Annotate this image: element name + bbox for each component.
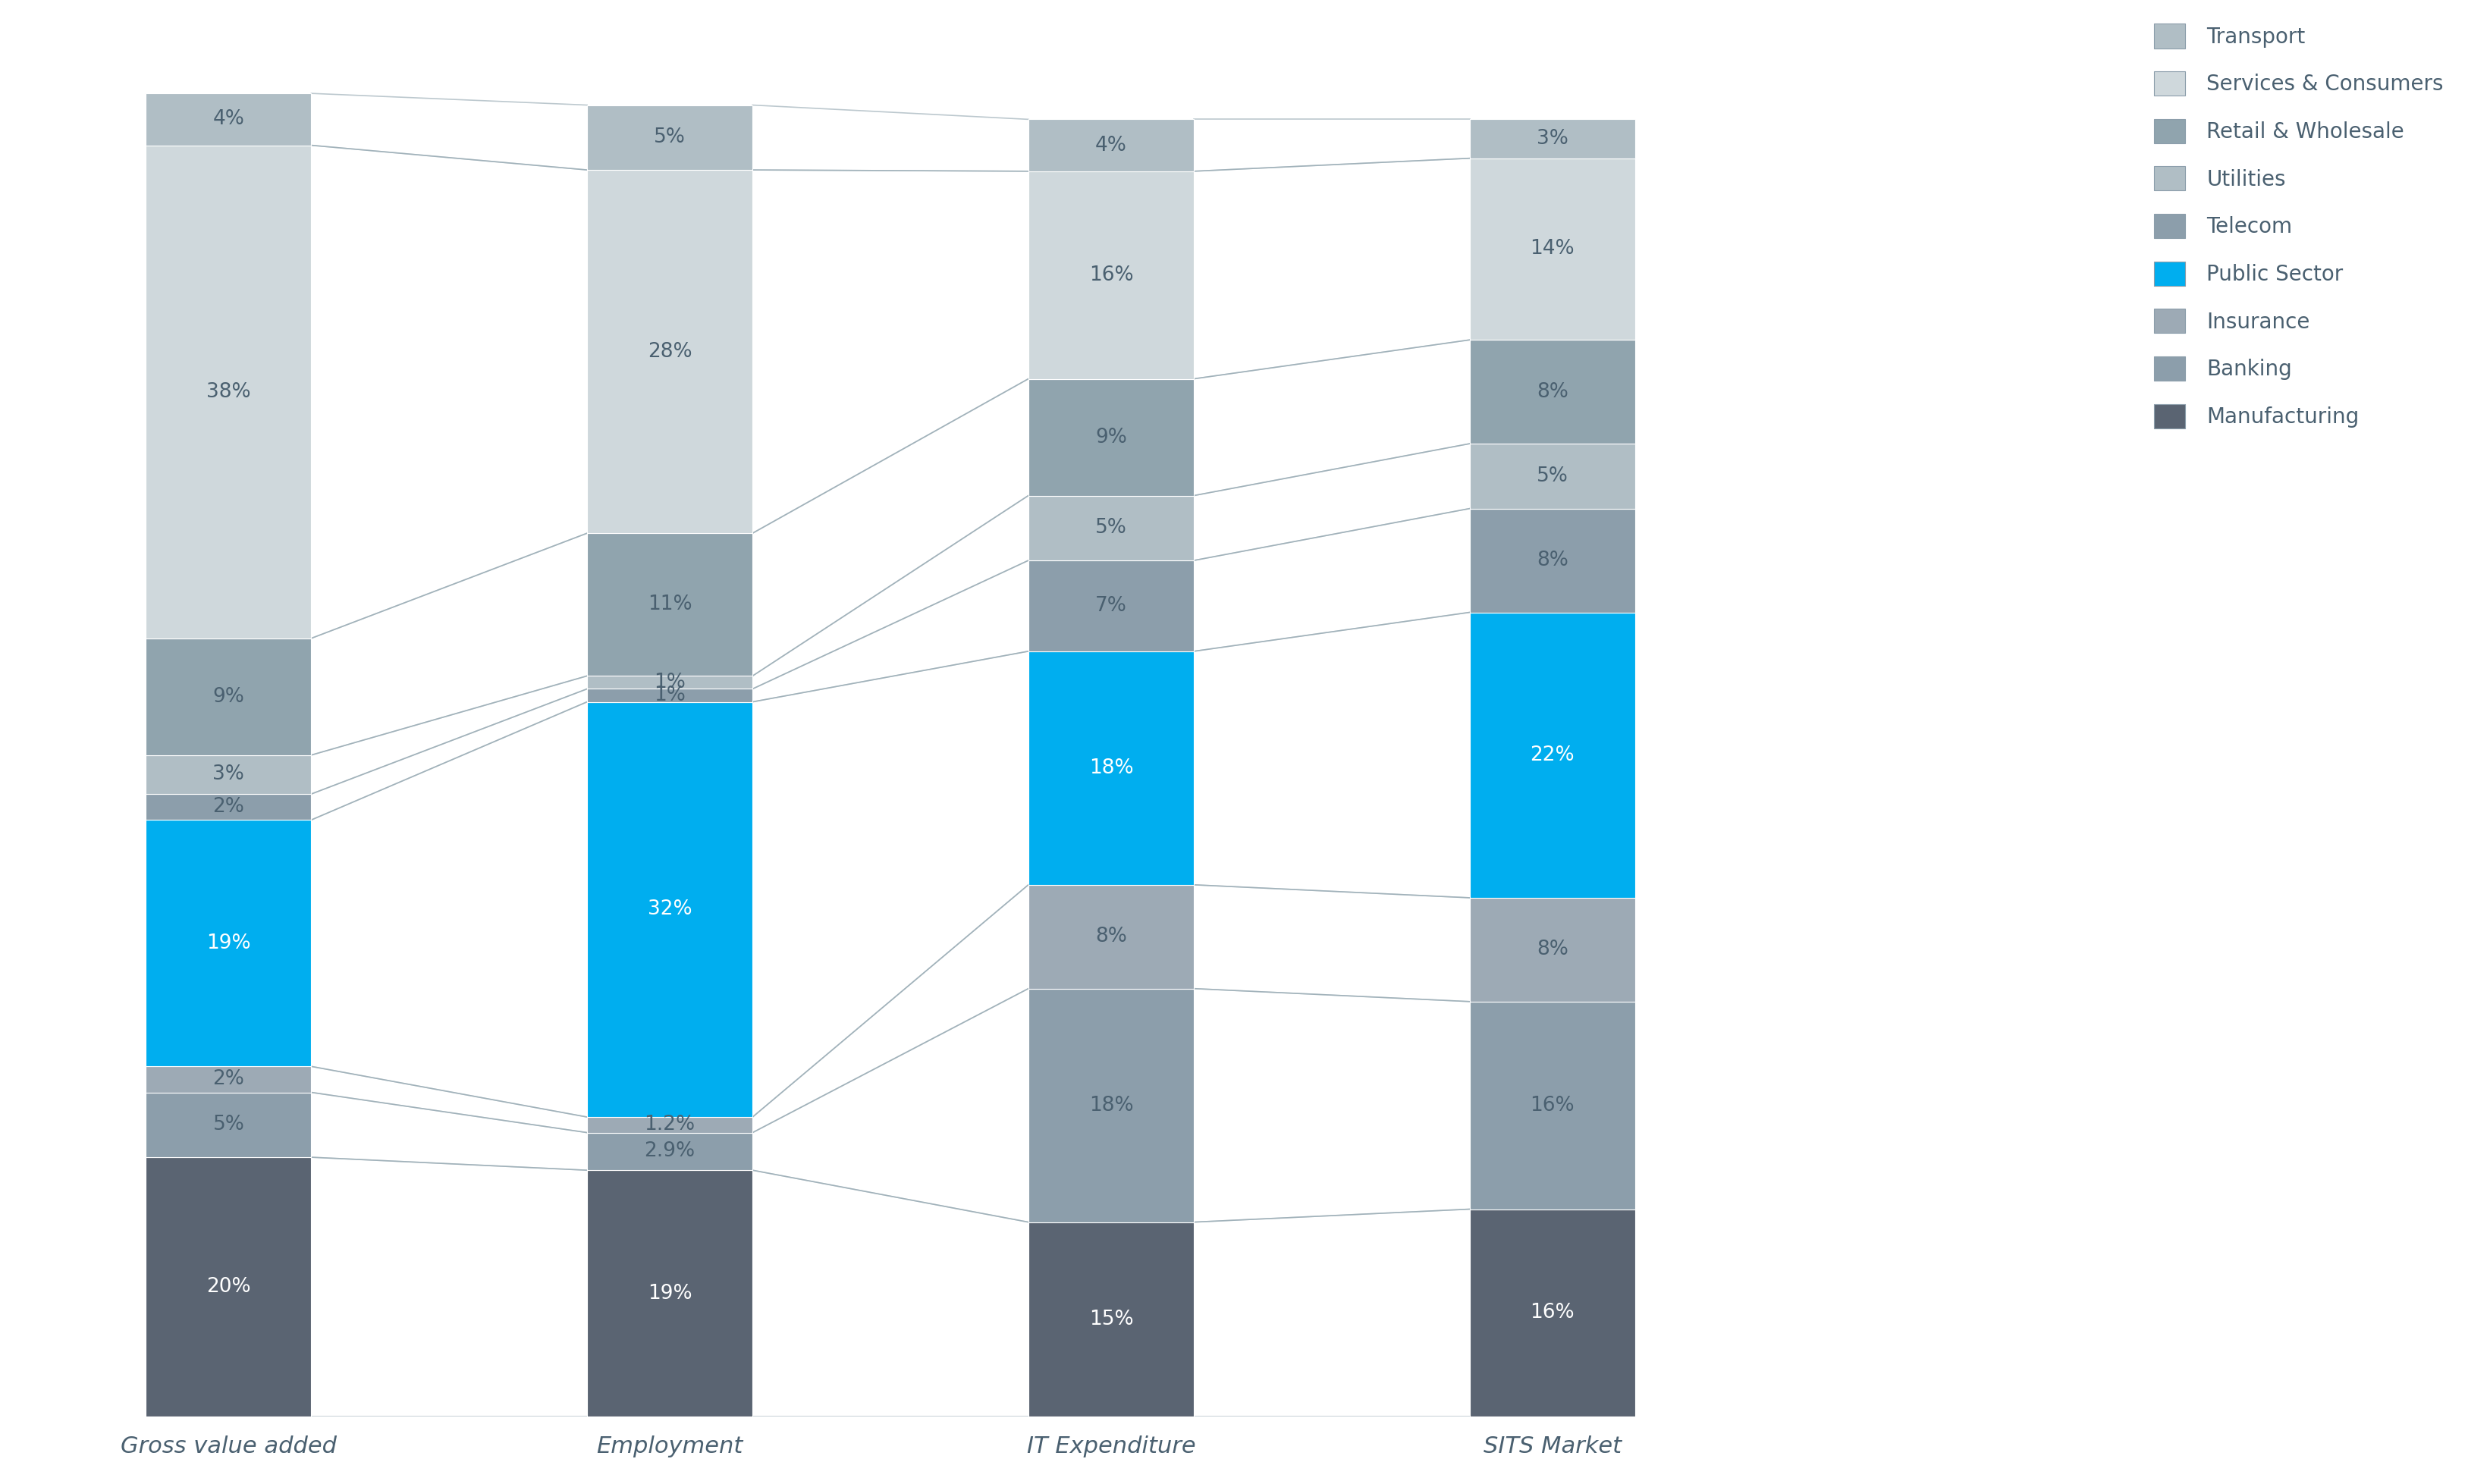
Text: 3%: 3% <box>212 764 244 785</box>
Text: 11%: 11% <box>647 595 691 614</box>
Bar <box>1029 496 1195 561</box>
Text: 32%: 32% <box>647 899 691 919</box>
Bar <box>1029 171 1195 378</box>
Bar <box>146 1092 311 1158</box>
Legend: Transport, Services & Consumers, Retail & Wholesale, Utilities, Telecom, Public : Transport, Services & Consumers, Retail … <box>2155 24 2443 429</box>
Bar <box>1468 444 1636 509</box>
Bar <box>587 1132 753 1171</box>
Bar <box>146 794 311 821</box>
Text: 4%: 4% <box>1096 135 1128 156</box>
Text: 15%: 15% <box>1088 1309 1133 1330</box>
Bar <box>587 533 753 675</box>
Bar <box>1029 378 1195 496</box>
Bar <box>1468 898 1636 1002</box>
Text: 8%: 8% <box>1538 381 1567 402</box>
Text: 18%: 18% <box>1088 1095 1133 1114</box>
Text: 14%: 14% <box>1530 239 1575 258</box>
Bar <box>587 1117 753 1132</box>
Text: 5%: 5% <box>1096 518 1128 537</box>
Bar <box>1468 613 1636 898</box>
Bar <box>1468 1002 1636 1209</box>
Text: 1.2%: 1.2% <box>644 1114 696 1135</box>
Bar <box>146 821 311 1067</box>
Text: 2.9%: 2.9% <box>644 1141 696 1162</box>
Bar <box>1029 561 1195 651</box>
Text: 1%: 1% <box>654 672 686 692</box>
Text: 9%: 9% <box>212 687 244 706</box>
Bar <box>1468 1209 1636 1417</box>
Text: 18%: 18% <box>1088 758 1133 778</box>
Bar <box>146 755 311 794</box>
Bar <box>587 105 753 171</box>
Bar <box>146 638 311 755</box>
Bar <box>1468 119 1636 159</box>
Text: 1%: 1% <box>654 686 686 705</box>
Text: 28%: 28% <box>647 341 691 362</box>
Bar <box>146 145 311 638</box>
Text: 19%: 19% <box>647 1284 691 1303</box>
Bar <box>1468 159 1636 340</box>
Bar <box>1468 340 1636 444</box>
Text: 8%: 8% <box>1538 551 1567 570</box>
Bar <box>1029 988 1195 1223</box>
Bar <box>587 702 753 1117</box>
Bar <box>1029 119 1195 171</box>
Bar <box>1029 1223 1195 1417</box>
Text: 16%: 16% <box>1530 1303 1575 1322</box>
Text: 19%: 19% <box>207 933 252 953</box>
Bar <box>146 93 311 145</box>
Bar <box>587 675 753 689</box>
Text: 2%: 2% <box>212 797 244 816</box>
Text: 16%: 16% <box>1530 1095 1575 1114</box>
Bar <box>1468 509 1636 613</box>
Text: 5%: 5% <box>654 128 686 147</box>
Text: 38%: 38% <box>207 381 252 402</box>
Text: 7%: 7% <box>1096 597 1128 616</box>
Bar <box>587 171 753 533</box>
Bar <box>1029 651 1195 884</box>
Text: 8%: 8% <box>1096 928 1128 947</box>
Bar <box>146 1067 311 1092</box>
Bar <box>587 1171 753 1417</box>
Text: 4%: 4% <box>212 110 244 129</box>
Text: 9%: 9% <box>1096 427 1128 447</box>
Bar <box>587 689 753 702</box>
Text: 8%: 8% <box>1538 939 1567 960</box>
Bar <box>146 1158 311 1417</box>
Text: 20%: 20% <box>207 1278 252 1297</box>
Text: 2%: 2% <box>212 1070 244 1089</box>
Bar <box>1029 884 1195 988</box>
Text: 16%: 16% <box>1088 266 1133 285</box>
Text: 5%: 5% <box>212 1114 244 1135</box>
Text: 22%: 22% <box>1530 745 1575 764</box>
Text: 3%: 3% <box>1538 129 1567 148</box>
Text: 5%: 5% <box>1538 466 1567 485</box>
